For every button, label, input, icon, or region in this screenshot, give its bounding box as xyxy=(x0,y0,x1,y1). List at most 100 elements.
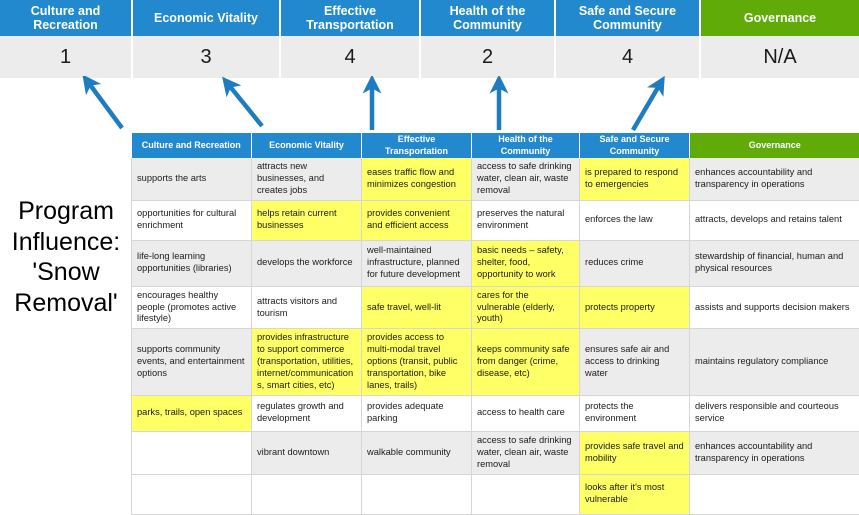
matrix-cell: life-long learning opportunities (librar… xyxy=(132,240,252,286)
matrix-cell xyxy=(132,431,252,474)
table-row: encourages healthy people (promotes acti… xyxy=(132,286,859,329)
matrix-header-label: Effective Transportation xyxy=(385,134,448,156)
matrix-cell: attracts new businesses, and creates job… xyxy=(252,158,362,200)
matrix-header-label: Economic Vitality xyxy=(269,140,344,150)
matrix-cell-text: attracts, develops and retains talent xyxy=(695,214,842,224)
matrix-header: Culture and Recreation Economic Vitality E… xyxy=(132,133,859,158)
matrix-cell-text: delivers responsible and courteous servi… xyxy=(695,401,839,423)
matrix-cell: safe travel, well-lit xyxy=(362,286,472,329)
matrix-cell-text: stewardship of financial, human and phys… xyxy=(695,251,843,273)
matrix-table: Culture and Recreation Economic Vitality E… xyxy=(131,133,859,465)
matrix-cell: ensures safe air and access to drinking … xyxy=(580,329,690,395)
matrix-cell-text: looks after it's most vulnerable xyxy=(585,482,664,504)
matrix-cell-text: access to safe drinking water, clean air… xyxy=(477,435,572,469)
matrix-cell: cares for the vulnerable (elderly, youth… xyxy=(472,286,580,329)
matrix-cell-text: supports the arts xyxy=(137,173,206,183)
matrix-cell xyxy=(362,474,472,514)
matrix-cell xyxy=(132,474,252,514)
matrix-cell: is prepared to respond to emergencies xyxy=(580,158,690,200)
matrix-cell: parks, trails, open spaces xyxy=(132,395,252,431)
matrix-cell: delivers responsible and courteous servi… xyxy=(690,395,859,431)
matrix-cell: basic needs – safety, shelter, food, opp… xyxy=(472,240,580,286)
matrix-cell-text: eases traffic flow and minimizes congest… xyxy=(367,167,456,189)
matrix-cell: regulates growth and development xyxy=(252,395,362,431)
matrix-header-governance: Governance xyxy=(690,133,859,158)
matrix-cell-text: walkable community xyxy=(367,447,451,457)
matrix-cell: provides safe travel and mobility xyxy=(580,431,690,474)
matrix-cell: develops the workforce xyxy=(252,240,362,286)
matrix-header-label: Health of the Community xyxy=(498,134,553,156)
score-value-economic-vitality: 3 xyxy=(133,36,281,78)
matrix-cell: access to safe drinking water, clean air… xyxy=(472,158,580,200)
score-banner-header-label: Governance xyxy=(744,11,816,25)
matrix-cell: helps retain current businesses xyxy=(252,200,362,240)
matrix-cell-text: well-maintained infrastructure, planned … xyxy=(367,245,460,279)
matrix-cell: opportunities for cultural enrichment xyxy=(132,200,252,240)
score-banner-header-label: Health of the Community xyxy=(423,4,552,32)
matrix-cell-text: life-long learning opportunities (librar… xyxy=(137,251,232,273)
matrix-cell: enhances accountability and transparency… xyxy=(690,431,859,474)
matrix-cell-text: develops the workforce xyxy=(257,257,353,267)
score-banner-header-governance: Governance xyxy=(701,0,859,36)
score-value-safe-and-secure-community: 4 xyxy=(556,36,701,78)
matrix-cell: provides access to multi-modal travel op… xyxy=(362,329,472,395)
score-banner-header-safe-and-secure-community: Safe and Secure Community xyxy=(556,0,701,36)
matrix-cell: assists and supports decision makers xyxy=(690,286,859,329)
program-influence-caption: Program Influence: 'Snow Removal' xyxy=(2,196,130,318)
matrix-header-economic-vitality: Economic Vitality xyxy=(252,133,362,158)
matrix-cell: maintains regulatory compliance xyxy=(690,329,859,395)
matrix-cell-text: enhances accountability and transparency… xyxy=(695,167,812,189)
matrix-cell-text: access to safe drinking water, clean air… xyxy=(477,161,572,195)
matrix-cell: attracts visitors and tourism xyxy=(252,286,362,329)
matrix-cell-text: provides infrastructure to support comme… xyxy=(257,332,353,390)
score-value-effective-transportation: 4 xyxy=(281,36,421,78)
score-banner-header-label: Economic Vitality xyxy=(154,11,258,25)
arrow-economic-vitality xyxy=(228,84,262,126)
matrix-cell: supports the arts xyxy=(132,158,252,200)
matrix-cell: enhances accountability and transparency… xyxy=(690,158,859,200)
matrix-cell xyxy=(472,474,580,514)
matrix-cell: preserves the natural environment xyxy=(472,200,580,240)
score-value-text: 4 xyxy=(622,46,633,69)
matrix-cell-text: attracts new businesses, and creates job… xyxy=(257,161,324,195)
matrix-header-label: Culture and Recreation xyxy=(142,140,241,150)
matrix-cell-text: vibrant downtown xyxy=(257,447,329,457)
score-banner-header-effective-transportation: Effective Transportation xyxy=(281,0,421,36)
matrix-cell-text: attracts visitors and tourism xyxy=(257,296,337,318)
score-value-health-of-the-community: 2 xyxy=(421,36,556,78)
matrix-cell: attracts, develops and retains talent xyxy=(690,200,859,240)
matrix-cell-text: maintains regulatory compliance xyxy=(695,356,828,366)
community-outcomes-matrix: Culture and Recreation Economic Vitality E… xyxy=(131,133,859,515)
score-value-text: 4 xyxy=(344,46,355,69)
matrix-cell-text: safe travel, well-lit xyxy=(367,302,441,312)
score-value-text: 2 xyxy=(482,46,493,69)
matrix-cell-text: provides safe travel and mobility xyxy=(585,441,684,463)
matrix-cell: protects the environment xyxy=(580,395,690,431)
matrix-cell-text: access to health care xyxy=(477,407,565,417)
matrix-cell xyxy=(252,474,362,514)
arrow-layer xyxy=(0,76,859,136)
matrix-cell-text: helps retain current businesses xyxy=(257,208,337,230)
matrix-header-safe-and-secure-community: Safe and Secure Community xyxy=(580,133,690,158)
matrix-cell-text: regulates growth and development xyxy=(257,401,344,423)
matrix-cell: eases traffic flow and minimizes congest… xyxy=(362,158,472,200)
score-value-text: 3 xyxy=(200,46,211,69)
matrix-cell: looks after it's most vulnerable xyxy=(580,474,690,514)
score-banner-header-label: Safe and Secure Community xyxy=(558,4,697,32)
arrow-safe-and-secure-community xyxy=(633,84,660,130)
matrix-cell-text: enforces the law xyxy=(585,214,653,224)
matrix-cell-text: is prepared to respond to emergencies xyxy=(585,167,678,189)
score-value-text: 1 xyxy=(60,46,71,69)
matrix-header-label: Safe and Secure Community xyxy=(599,134,669,156)
matrix-cell: supports community events, and entertain… xyxy=(132,329,252,395)
matrix-cell-text: keeps community safe from danger (crime,… xyxy=(477,344,570,378)
matrix-cell-text: encourages healthy people (promotes acti… xyxy=(137,290,236,324)
table-row: supports the arts attracts new businesses… xyxy=(132,158,859,200)
matrix-cell-text: provides convenient and efficient access xyxy=(367,208,450,230)
matrix-cell: stewardship of financial, human and phys… xyxy=(690,240,859,286)
matrix-cell-text: enhances accountability and transparency… xyxy=(695,441,812,463)
matrix-header-culture-and-recreation: Culture and Recreation xyxy=(132,133,252,158)
